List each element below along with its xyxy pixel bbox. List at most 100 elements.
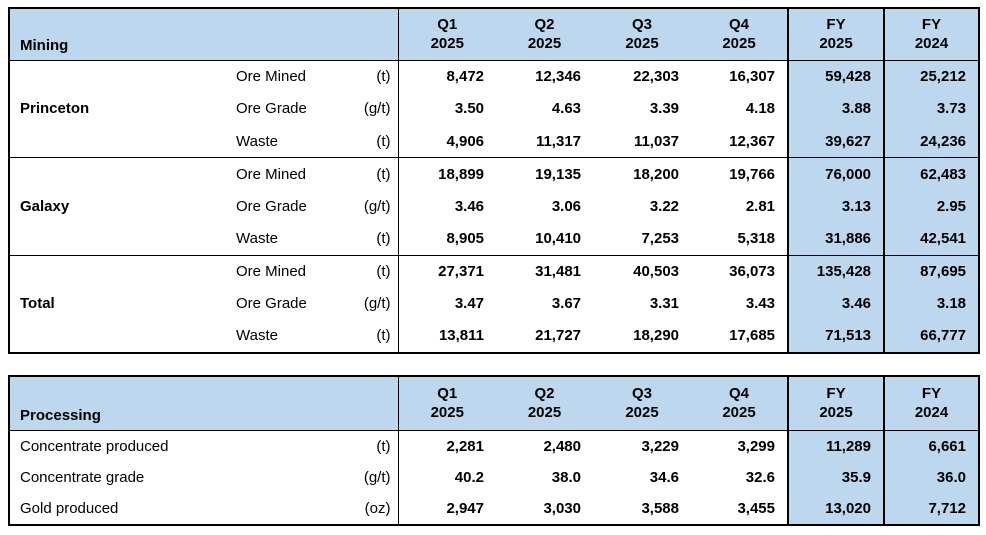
row-label: Concentrate grade bbox=[20, 469, 145, 487]
column-header-line: 2024 bbox=[914, 404, 949, 422]
column-header-line: 2025 bbox=[430, 35, 464, 53]
value-cell: 76,000 bbox=[787, 157, 886, 190]
site-label: Princeton bbox=[20, 100, 90, 118]
table-row: Concentrate produced (t) 2,281 2,480 3,2… bbox=[9, 430, 979, 462]
column-header-fy-2024: FY 2024 bbox=[884, 375, 979, 431]
unit-label: (g/t) bbox=[334, 462, 399, 494]
table-row: Gold produced (oz) 2,947 3,030 3,588 3,4… bbox=[9, 493, 979, 525]
value-cell: 3.31 bbox=[649, 295, 680, 313]
column-header-line: Q1 bbox=[437, 16, 458, 34]
value-cell: 18,200 bbox=[633, 165, 680, 183]
unit-label: (t) bbox=[334, 255, 399, 288]
column-header-line: Q4 bbox=[729, 16, 750, 34]
table-row: Waste (t) 8,905 10,410 7,253 5,318 31,88… bbox=[9, 222, 980, 255]
site-label: Total bbox=[20, 295, 55, 312]
value-cell: 19,766 bbox=[729, 165, 776, 183]
table-row: Galaxy Ore Mined (t) 18,899 19,135 18,20… bbox=[9, 157, 980, 215]
value-cell: 34.6 bbox=[649, 469, 679, 487]
unit-label: (g/t) bbox=[334, 287, 399, 320]
value-cell: 21,727 bbox=[535, 327, 582, 345]
column-header-q3-2025: Q3 2025 bbox=[593, 375, 691, 431]
unit-label: (t) bbox=[334, 430, 399, 462]
value-cell: 4.63 bbox=[551, 100, 582, 118]
value-cell: 24,236 bbox=[884, 125, 980, 158]
value-cell: 6,661 bbox=[884, 430, 979, 462]
value-cell: 3,588 bbox=[641, 500, 679, 518]
value-cell: 2,947 bbox=[446, 500, 484, 518]
metric-label: Ore Mined bbox=[236, 68, 307, 85]
table-row: Ore Grade (g/t) 3.46 3.06 3.22 2.81 3.13… bbox=[9, 190, 980, 223]
column-header-line: 2025 bbox=[819, 404, 853, 422]
metric-label: Waste bbox=[236, 132, 278, 150]
column-header-q3-2025: Q3 2025 bbox=[593, 8, 692, 60]
mining-group-total: Total Ore Mined (t) 27,371 31,481 40,503… bbox=[9, 255, 980, 353]
column-header-line: 2025 bbox=[722, 35, 756, 53]
value-cell: 25,212 bbox=[884, 60, 980, 93]
column-header-q2-2025: Q2 2025 bbox=[496, 8, 594, 60]
unit-label: (t) bbox=[334, 125, 399, 158]
column-header-fy-2025: FY 2025 bbox=[787, 8, 886, 60]
value-cell: 10,410 bbox=[535, 230, 582, 247]
unit-label: (t) bbox=[334, 157, 399, 190]
value-cell: 35.9 bbox=[787, 462, 885, 494]
value-cell: 3.13 bbox=[787, 190, 886, 223]
value-cell: 18,899 bbox=[438, 165, 485, 183]
value-cell: 11,317 bbox=[535, 132, 582, 150]
column-header-line: 2025 bbox=[722, 404, 756, 422]
metric-label: Ore Mined bbox=[236, 263, 307, 280]
metric-label: Waste bbox=[236, 230, 278, 247]
column-header-line: 2025 bbox=[527, 404, 562, 422]
value-cell: 3.46 bbox=[454, 197, 485, 215]
mining-group-galaxy: Galaxy Ore Mined (t) 18,899 19,135 18,20… bbox=[9, 157, 980, 255]
value-cell: 3.50 bbox=[454, 100, 485, 118]
value-cell: 3.39 bbox=[649, 100, 680, 118]
column-header-fy-2024: FY 2024 bbox=[884, 8, 980, 60]
value-cell: 40.2 bbox=[454, 469, 484, 487]
column-header-line: 2025 bbox=[527, 35, 562, 53]
unit-label: (t) bbox=[334, 320, 399, 353]
value-cell: 27,371 bbox=[438, 263, 485, 280]
column-header-fy-2025: FY 2025 bbox=[787, 375, 885, 431]
unit-label: (t) bbox=[334, 222, 399, 255]
value-cell: 22,303 bbox=[633, 68, 680, 85]
value-cell: 38.0 bbox=[551, 469, 581, 487]
metric-label: Waste bbox=[236, 327, 278, 345]
table-row: Waste (t) 13,811 21,727 18,290 17,685 71… bbox=[9, 320, 980, 353]
value-cell: 4,906 bbox=[446, 132, 485, 150]
value-cell: 8,905 bbox=[446, 230, 485, 247]
value-cell: 4.18 bbox=[745, 100, 776, 118]
value-cell: 11,037 bbox=[633, 132, 680, 150]
table-row: Ore Grade (g/t) 3.47 3.67 3.31 3.43 3.46… bbox=[9, 287, 980, 320]
column-header-line: FY bbox=[826, 385, 846, 403]
column-header-line: Q2 bbox=[534, 385, 555, 403]
unit-label: (g/t) bbox=[334, 92, 399, 125]
metric-label: Ore Grade bbox=[236, 295, 307, 313]
column-header-q1-2025: Q1 2025 bbox=[398, 375, 496, 431]
processing-table-title: Processing bbox=[9, 375, 399, 431]
table-row: Ore Grade (g/t) 3.50 4.63 3.39 4.18 3.88… bbox=[9, 92, 980, 125]
value-cell: 2,281 bbox=[446, 438, 484, 455]
column-header-line: 2025 bbox=[819, 35, 853, 53]
value-cell: 12,346 bbox=[535, 68, 582, 85]
unit-label: (g/t) bbox=[334, 190, 399, 223]
value-cell: 3.67 bbox=[551, 295, 582, 313]
value-cell: 16,307 bbox=[729, 68, 776, 85]
column-header-line: 2025 bbox=[625, 404, 659, 422]
value-cell: 42,541 bbox=[884, 222, 980, 255]
column-header-line: Q1 bbox=[437, 385, 458, 403]
row-label: Concentrate produced bbox=[20, 438, 169, 455]
mining-group-princeton: Princeton Ore Mined (t) 8,472 12,346 22,… bbox=[9, 60, 980, 158]
value-cell: 12,367 bbox=[729, 132, 776, 150]
value-cell: 3.22 bbox=[649, 197, 680, 215]
value-cell: 36.0 bbox=[884, 462, 979, 494]
metric-label: Ore Grade bbox=[236, 197, 307, 215]
processing-header-row: Processing Q1 2025 Q2 2025 Q3 2025 Q4 2025 F… bbox=[9, 375, 979, 431]
metric-label: Ore Grade bbox=[236, 100, 307, 118]
table-row: Concentrate grade (g/t) 40.2 38.0 34.6 3… bbox=[9, 462, 979, 494]
column-header-line: Q3 bbox=[631, 385, 652, 403]
mining-table-title: Mining bbox=[9, 8, 399, 60]
value-cell: 13,020 bbox=[787, 493, 885, 525]
value-cell: 59,428 bbox=[787, 60, 886, 93]
table-row: Princeton Ore Mined (t) 8,472 12,346 22,… bbox=[9, 60, 980, 117]
